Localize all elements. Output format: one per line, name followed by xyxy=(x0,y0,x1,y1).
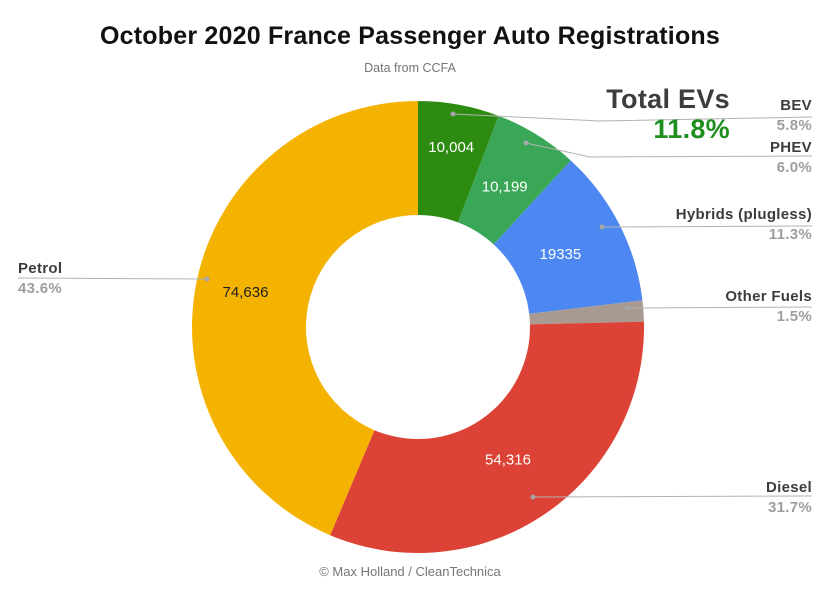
callout-hybrids-label: Hybrids (plugless) xyxy=(675,206,812,223)
callout-hybrids: Hybrids (plugless) 11.3% xyxy=(676,205,812,245)
leader-line-phev xyxy=(525,142,813,158)
leader-dot-hybrids-plugless xyxy=(599,224,605,230)
slice-other-fuels[interactable] xyxy=(529,300,644,325)
callout-hybrids-percent: 11.3% xyxy=(768,226,812,243)
slice-bev[interactable] xyxy=(418,101,499,223)
footer-credit: © Max Holland / CleanTechnica xyxy=(319,564,501,579)
slice-value-phev: 10,199 xyxy=(482,179,528,196)
callout-petrol: Petrol 43.6% xyxy=(18,259,62,299)
total-evs-annotation: Total EVs 11.8% xyxy=(606,84,730,144)
callout-phev-percent: 6.0% xyxy=(776,159,812,176)
slice-value-bev: 10,004 xyxy=(428,139,474,156)
callout-phev-label: PHEV xyxy=(769,139,812,156)
callout-bev-percent: 5.8% xyxy=(776,117,812,134)
total-evs-value: 11.8% xyxy=(653,114,730,144)
callout-other-fuels: Other Fuels 1.5% xyxy=(725,287,812,327)
callout-diesel-label: Diesel xyxy=(766,479,812,496)
slice-diesel[interactable] xyxy=(330,321,645,553)
leader-dot-bev xyxy=(450,111,456,117)
callout-phev: PHEV 6.0% xyxy=(770,138,812,178)
leader-line-petrol xyxy=(17,277,208,280)
slice-value-petrol: 74,636 xyxy=(223,284,269,301)
total-evs-label: Total EVs xyxy=(606,84,730,114)
slice-phev[interactable] xyxy=(457,115,571,245)
callout-petrol-percent: 43.6% xyxy=(18,280,63,297)
slice-hybrids-plugless[interactable] xyxy=(493,160,643,314)
callout-bev-label: BEV xyxy=(780,97,812,114)
leader-dot-other-fuels xyxy=(624,305,630,311)
callout-diesel-percent: 31.7% xyxy=(767,499,812,516)
leader-line-diesel xyxy=(532,495,813,498)
callout-petrol-label: Petrol xyxy=(18,260,63,277)
chart-subtitle: Data from CCFA xyxy=(364,61,456,75)
slice-petrol[interactable] xyxy=(192,101,418,536)
callout-other-fuels-percent: 1.5% xyxy=(776,308,812,325)
leader-line-other-fuels xyxy=(626,306,813,309)
callout-bev: BEV 5.8% xyxy=(777,96,812,136)
slice-value-hybrids-plugless: 19335 xyxy=(540,246,582,263)
leader-dot-diesel xyxy=(530,494,536,500)
callout-other-fuels-label: Other Fuels xyxy=(725,288,812,305)
leader-dot-petrol xyxy=(204,276,210,282)
leader-dot-phev xyxy=(523,140,529,146)
chart-title: October 2020 France Passenger Auto Regis… xyxy=(100,22,720,50)
leader-line-hybrids-plugless xyxy=(601,225,813,228)
slice-value-diesel: 54,316 xyxy=(485,451,531,468)
leader-line-bev xyxy=(452,113,813,122)
callout-diesel: Diesel 31.7% xyxy=(766,478,812,518)
